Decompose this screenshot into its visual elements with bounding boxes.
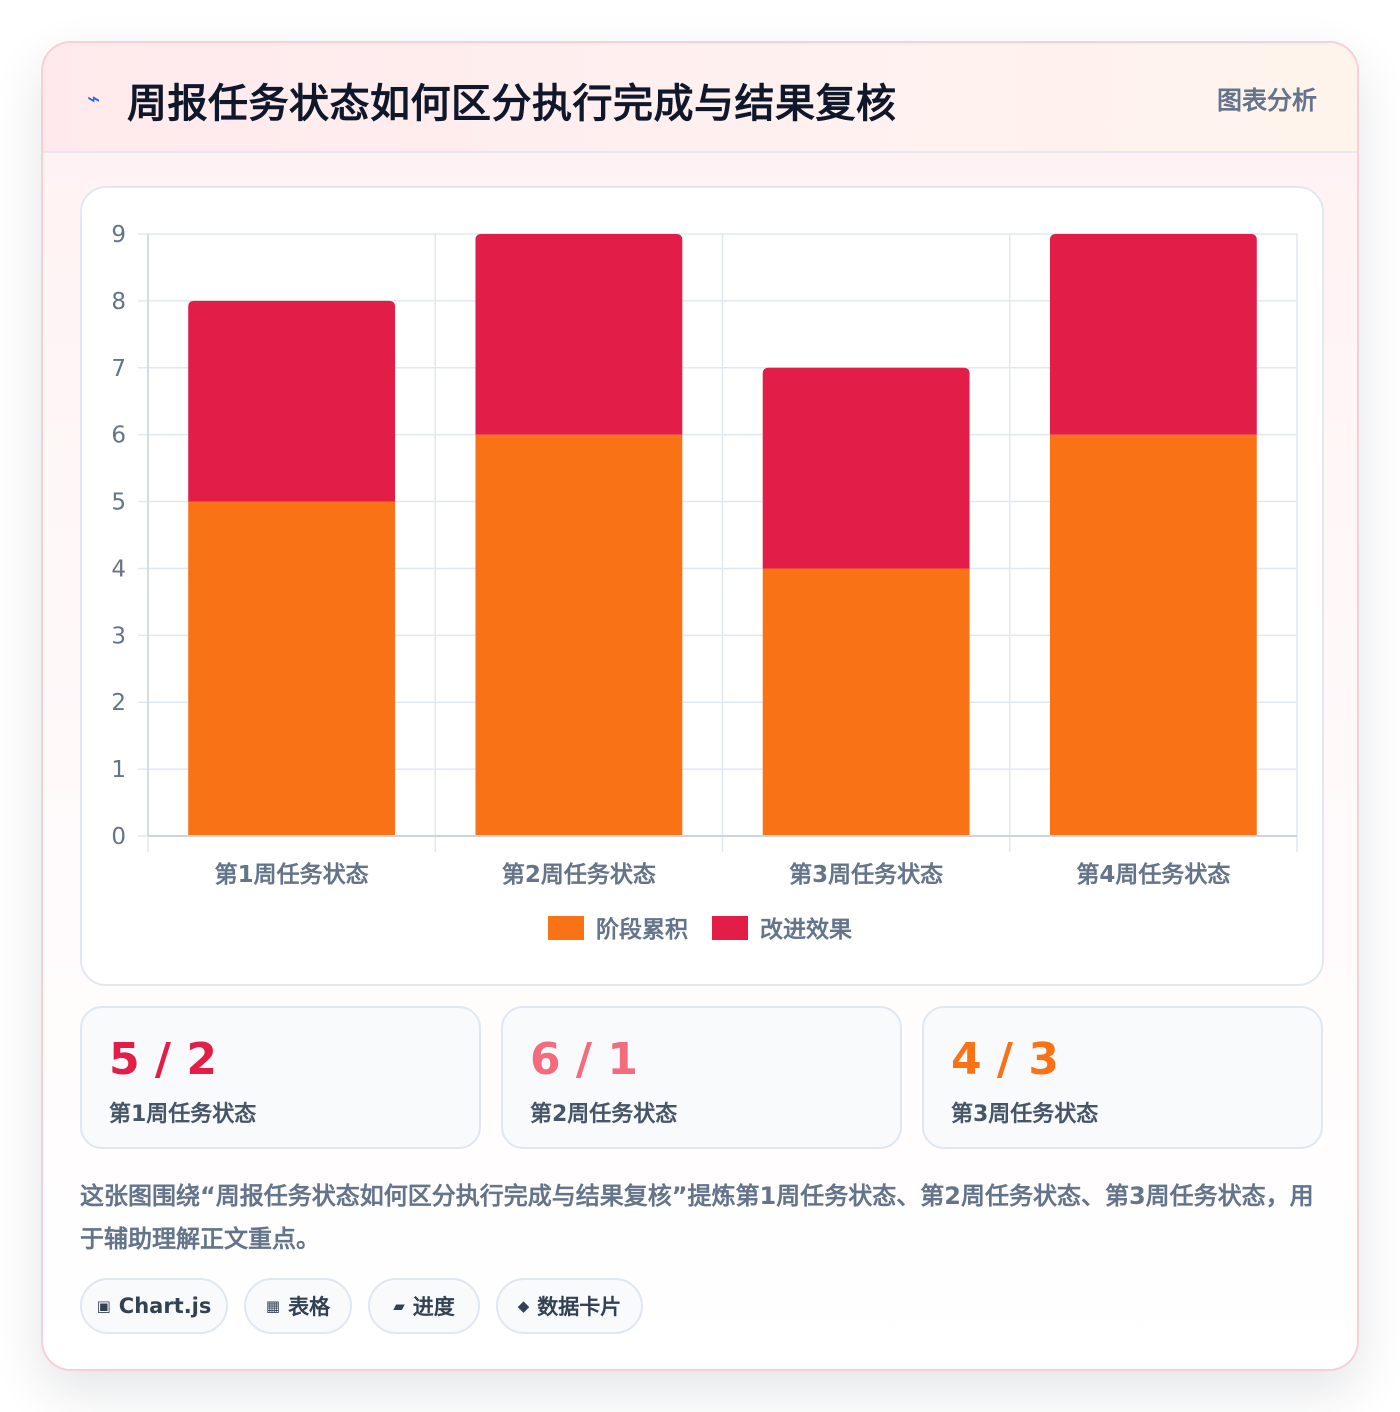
chart-card: ⌁ 周报任务状态如何区分执行完成与结果复核 图表分析 0 1 2 3 4 5 6 7 8 9 第1周… — [41, 41, 1359, 1371]
table-icon: ▦ — [265, 1297, 281, 1315]
y-tick-label: 4 — [111, 556, 126, 582]
stat-card-1: 5 / 2 第1周任务状态 — [80, 1006, 481, 1149]
tag-label: 表格 — [288, 1295, 331, 1319]
y-tick-label: 2 — [111, 690, 126, 716]
stat-value: 6 / 1 — [530, 1034, 638, 1085]
y-tick-label: 6 — [111, 423, 126, 449]
bar-segment-improve — [475, 234, 683, 435]
bar-segment-improve — [1049, 234, 1257, 435]
header-badge: 图表分析 — [1216, 86, 1317, 115]
lightning-icon: ⌁ — [87, 87, 101, 112]
x-tick-label: 第1周任务状态 — [215, 861, 369, 888]
stat-card-2: 6 / 1 第2周任务状态 — [501, 1006, 902, 1149]
stat-value: 4 / 3 — [951, 1034, 1059, 1085]
stat-value: 5 / 2 — [109, 1034, 217, 1085]
chart-icon: ▣ — [96, 1297, 111, 1315]
tag-chartjs[interactable]: ▣ Chart.js — [80, 1278, 228, 1334]
legend-swatch — [548, 916, 584, 940]
y-tick-label: 8 — [111, 289, 126, 315]
tag-label: 进度 — [412, 1295, 455, 1319]
chart-panel: 0 1 2 3 4 5 6 7 8 9 第1周任务状态 第2周任务状态 第3周任务状态 第4周任务状态阶段… — [80, 186, 1324, 986]
card-header: ⌁ 周报任务状态如何区分执行完成与结果复核 图表分析 — [43, 43, 1357, 153]
stat-label: 第1周任务状态 — [109, 1102, 257, 1127]
tag-data-card[interactable]: ◆ 数据卡片 — [496, 1278, 643, 1334]
stat-label: 第3周任务状态 — [951, 1102, 1099, 1127]
stat-label: 第2周任务状态 — [530, 1102, 678, 1127]
tag-progress[interactable]: ▰ 进度 — [368, 1278, 480, 1334]
y-tick-label: 7 — [111, 356, 126, 382]
legend-label: 阶段累积 — [596, 916, 688, 943]
stat-card-3: 4 / 3 第3周任务状态 — [922, 1006, 1323, 1149]
tag-label: 数据卡片 — [537, 1295, 622, 1319]
bar-segment-improve — [762, 367, 970, 569]
x-tick-label: 第4周任务状态 — [1076, 861, 1230, 888]
x-tick-label: 第2周任务状态 — [502, 861, 656, 888]
tag-table[interactable]: ▦ 表格 — [244, 1278, 352, 1334]
y-tick-label: 1 — [111, 757, 126, 783]
y-tick-label: 9 — [111, 222, 126, 248]
stacked-bar-chart: 0 1 2 3 4 5 6 7 8 9 第1周任务状态 第2周任务状态 第3周任务状态 第4周任务状态阶段… — [111, 222, 1298, 943]
bar-segment-stage — [188, 501, 396, 836]
x-tick-label: 第3周任务状态 — [789, 861, 943, 888]
bar-segment-stage — [475, 434, 683, 836]
tag-label: Chart.js — [118, 1294, 212, 1318]
data-card-icon: ◆ — [517, 1297, 530, 1315]
y-tick-label: 5 — [111, 490, 126, 516]
bar-segment-improve — [188, 300, 396, 502]
bar-segment-stage — [762, 568, 970, 836]
y-tick-label: 3 — [111, 623, 126, 649]
bar-segment-stage — [1049, 434, 1257, 836]
legend-label: 改进效果 — [760, 916, 852, 943]
legend-swatch — [712, 916, 748, 940]
progress-icon: ▰ — [393, 1297, 405, 1315]
chart-title: 周报任务状态如何区分执行完成与结果复核 — [127, 81, 897, 127]
chart-description: 这张图围绕“周报任务状态如何区分执行完成与结果复核”提炼第1周任务状态、第2周任… — [80, 1182, 1314, 1253]
y-tick-label: 0 — [111, 824, 126, 850]
